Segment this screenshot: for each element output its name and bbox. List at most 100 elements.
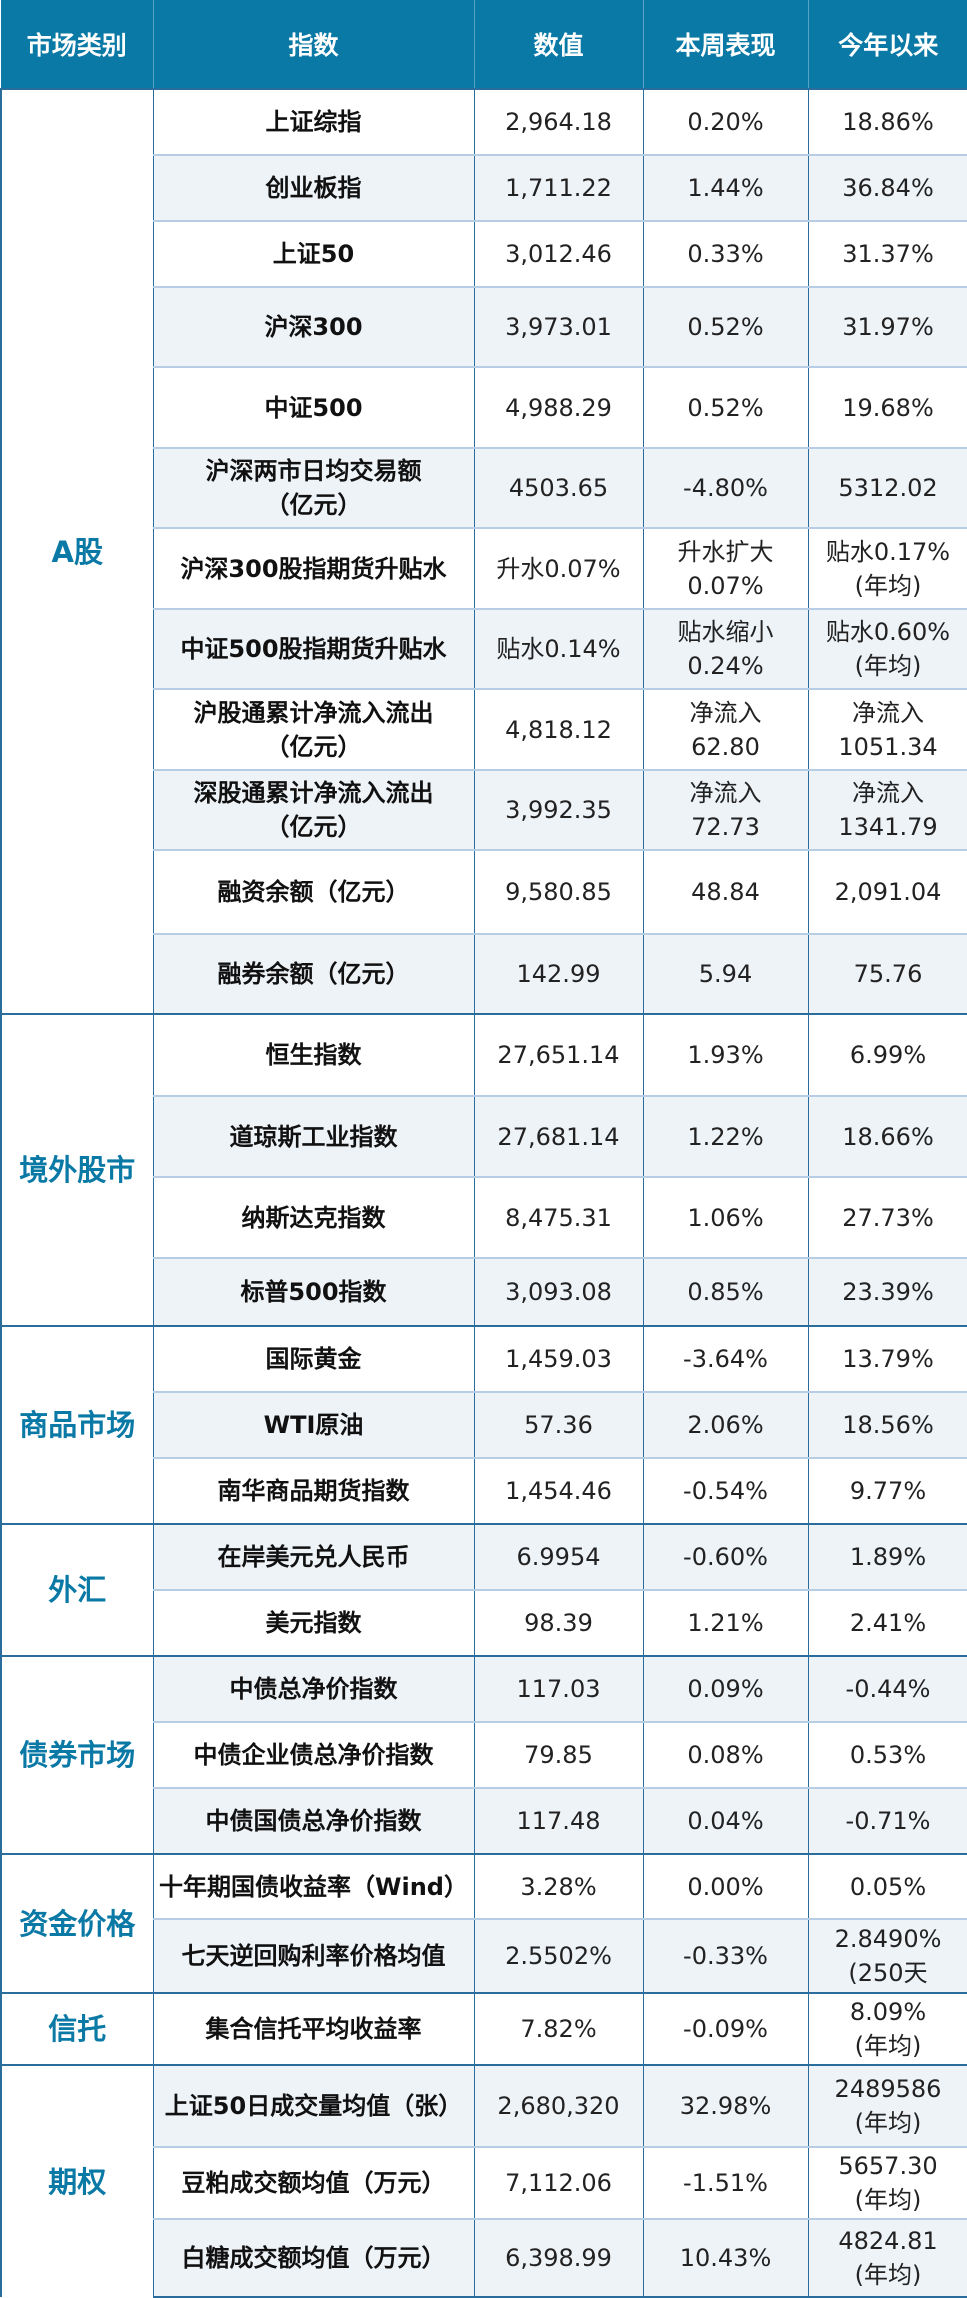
ytd-change-cell: 31.97% — [808, 287, 967, 367]
week-change: 0.04% — [644, 1804, 808, 1838]
week-change-cell: 0.08% — [643, 1722, 808, 1788]
ytd-change: 8.09% (年均) — [809, 1995, 967, 2063]
week-change-cell: 1.22% — [643, 1096, 808, 1177]
ytd-change: 18.86% — [809, 105, 967, 139]
index-name: 深股通累计净流入流出 （亿元） — [154, 776, 474, 844]
value: 4503.65 — [475, 471, 643, 505]
header-ytd: 今年以来 — [808, 0, 967, 89]
index-name: 融券余额（亿元） — [154, 957, 474, 991]
value-cell: 3,093.08 — [474, 1258, 643, 1326]
value-cell: 98.39 — [474, 1590, 643, 1656]
value-cell: 3,973.01 — [474, 287, 643, 367]
ytd-change: 5657.30 (年均) — [809, 2149, 967, 2217]
week-change: 2.06% — [644, 1408, 808, 1442]
value-cell: 2,964.18 — [474, 89, 643, 155]
week-change: 0.09% — [644, 1672, 808, 1706]
value: 1,711.22 — [475, 171, 643, 205]
index-name-cell: 深股通累计净流入流出 （亿元） — [153, 770, 474, 850]
value: 2,964.18 — [475, 105, 643, 139]
week-change-cell: 净流入 62.80 — [643, 689, 808, 770]
index-name: 沪深300股指期货升贴水 — [154, 552, 474, 586]
week-change: 0.20% — [644, 105, 808, 139]
ytd-change: 18.66% — [809, 1120, 967, 1154]
index-name-cell: 创业板指 — [153, 155, 474, 221]
week-change: 1.44% — [644, 171, 808, 205]
index-name: WTI原油 — [154, 1408, 474, 1442]
week-change-cell: 0.52% — [643, 367, 808, 448]
index-name-cell: 纳斯达克指数 — [153, 1177, 474, 1258]
ytd-change: 36.84% — [809, 171, 967, 205]
ytd-change-cell: 净流入 1341.79 — [808, 770, 967, 850]
ytd-change-cell: 2,091.04 — [808, 850, 967, 934]
ytd-change-cell: 18.56% — [808, 1392, 967, 1458]
week-change-cell: -0.09% — [643, 1993, 808, 2065]
ytd-change-cell: 贴水0.17% (年均) — [808, 528, 967, 609]
value-cell: 9,580.85 — [474, 850, 643, 934]
ytd-change: 27.73% — [809, 1201, 967, 1235]
week-change: 1.06% — [644, 1201, 808, 1235]
week-change: -1.51% — [644, 2166, 808, 2200]
value-cell: 57.36 — [474, 1392, 643, 1458]
week-change: 0.85% — [644, 1275, 808, 1309]
ytd-change: 13.79% — [809, 1342, 967, 1376]
week-change-cell: -4.80% — [643, 448, 808, 528]
value: 8,475.31 — [475, 1201, 643, 1235]
index-name-cell: 沪股通累计净流入流出 （亿元） — [153, 689, 474, 770]
header-index: 指数 — [153, 0, 474, 89]
ytd-change: 贴水0.17% (年均) — [809, 535, 967, 603]
ytd-change: 31.37% — [809, 237, 967, 271]
ytd-change: 0.53% — [809, 1738, 967, 1772]
index-name: 融资余额（亿元） — [154, 875, 474, 909]
value: 9,580.85 — [475, 875, 643, 909]
index-name-cell: 融资余额（亿元） — [153, 850, 474, 934]
ytd-change-cell: 31.37% — [808, 221, 967, 287]
ytd-change: 2.8490% (250天 — [809, 1922, 967, 1990]
index-name-cell: 集合信托平均收益率 — [153, 1993, 474, 2065]
ytd-change: 2489586 (年均) — [809, 2072, 967, 2140]
week-change: 升水扩大 0.07% — [644, 535, 808, 603]
market-category: 信托 — [1, 1993, 153, 2065]
value-cell: 1,459.03 — [474, 1326, 643, 1392]
ytd-change-cell: 19.68% — [808, 367, 967, 448]
index-name-cell: 在岸美元兑人民币 — [153, 1524, 474, 1590]
market-category: 期权 — [1, 2065, 153, 2297]
value: 3,093.08 — [475, 1275, 643, 1309]
week-change-cell: 1.21% — [643, 1590, 808, 1656]
value: 2.5502% — [475, 1939, 643, 1973]
index-name: 沪深两市日均交易额 （亿元） — [154, 454, 474, 522]
index-name-cell: 十年期国债收益率（Wind） — [153, 1854, 474, 1919]
index-name-cell: 恒生指数 — [153, 1014, 474, 1096]
ytd-change-cell: 8.09% (年均) — [808, 1993, 967, 2065]
week-change: -0.33% — [644, 1939, 808, 1973]
value: 27,681.14 — [475, 1120, 643, 1154]
ytd-change-cell: 5312.02 — [808, 448, 967, 528]
index-name: 沪股通累计净流入流出 （亿元） — [154, 696, 474, 764]
index-name-cell: 中债总净价指数 — [153, 1656, 474, 1722]
ytd-change: 2.41% — [809, 1606, 967, 1640]
week-change: 10.43% — [644, 2241, 808, 2275]
ytd-change-cell: 贴水0.60% (年均) — [808, 609, 967, 689]
index-name: 南华商品期货指数 — [154, 1474, 474, 1508]
ytd-change-cell: 18.66% — [808, 1096, 967, 1177]
value: 1,459.03 — [475, 1342, 643, 1376]
value: 7,112.06 — [475, 2166, 643, 2200]
week-change-cell: 0.09% — [643, 1656, 808, 1722]
week-change: -3.64% — [644, 1342, 808, 1376]
value-cell: 7.82% — [474, 1993, 643, 2065]
index-name-cell: 美元指数 — [153, 1590, 474, 1656]
index-name-cell: 上证50日成交量均值（张） — [153, 2065, 474, 2147]
ytd-change: -0.44% — [809, 1672, 967, 1706]
index-name-cell: 上证综指 — [153, 89, 474, 155]
ytd-change: 4824.81 (年均) — [809, 2224, 967, 2292]
value: 117.03 — [475, 1672, 643, 1706]
week-change: 1.21% — [644, 1606, 808, 1640]
ytd-change-cell: 27.73% — [808, 1177, 967, 1258]
value-cell: 贴水0.14% — [474, 609, 643, 689]
week-change-cell: 净流入 72.73 — [643, 770, 808, 850]
index-name: 白糖成交额均值（万元） — [154, 2241, 474, 2275]
index-name-cell: WTI原油 — [153, 1392, 474, 1458]
market-category: 商品市场 — [1, 1326, 153, 1524]
week-change-cell: 0.52% — [643, 287, 808, 367]
value-cell: 1,711.22 — [474, 155, 643, 221]
